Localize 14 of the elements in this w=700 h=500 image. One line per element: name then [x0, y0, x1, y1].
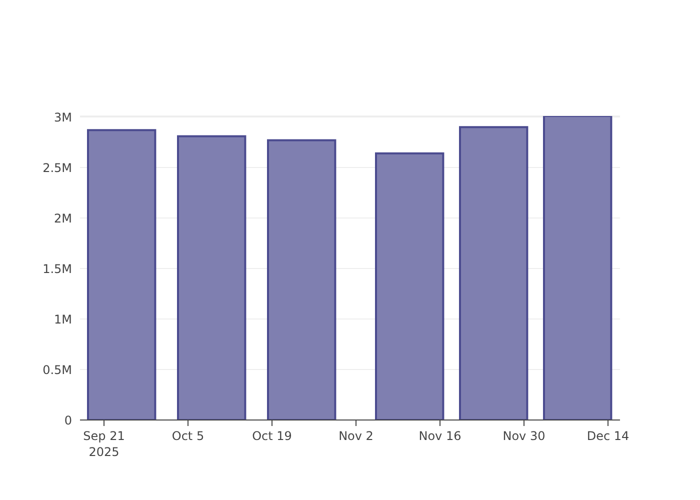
x-tick-label: Dec 14	[586, 429, 630, 443]
y-tick-label: 1.5M	[42, 262, 72, 276]
y-tick-label: 0.5M	[42, 362, 72, 377]
y-tick-label: 2M	[54, 211, 72, 226]
y-tick-label: 3M	[54, 110, 72, 124]
y-tick-label: 2.5M	[42, 160, 72, 175]
x-tick-label: Nov 16	[418, 429, 462, 443]
x-tick-label: Nov 30	[502, 429, 546, 443]
x-tick-label: Oct 5	[172, 429, 204, 443]
x-tick-label: Oct 19	[252, 429, 292, 443]
y-tick-label: 0	[64, 413, 72, 428]
x-tick-label: Nov 2	[338, 429, 374, 443]
y-tick-label: 1M	[54, 312, 72, 326]
x-tick-label: Sep 21 2025	[83, 429, 125, 459]
